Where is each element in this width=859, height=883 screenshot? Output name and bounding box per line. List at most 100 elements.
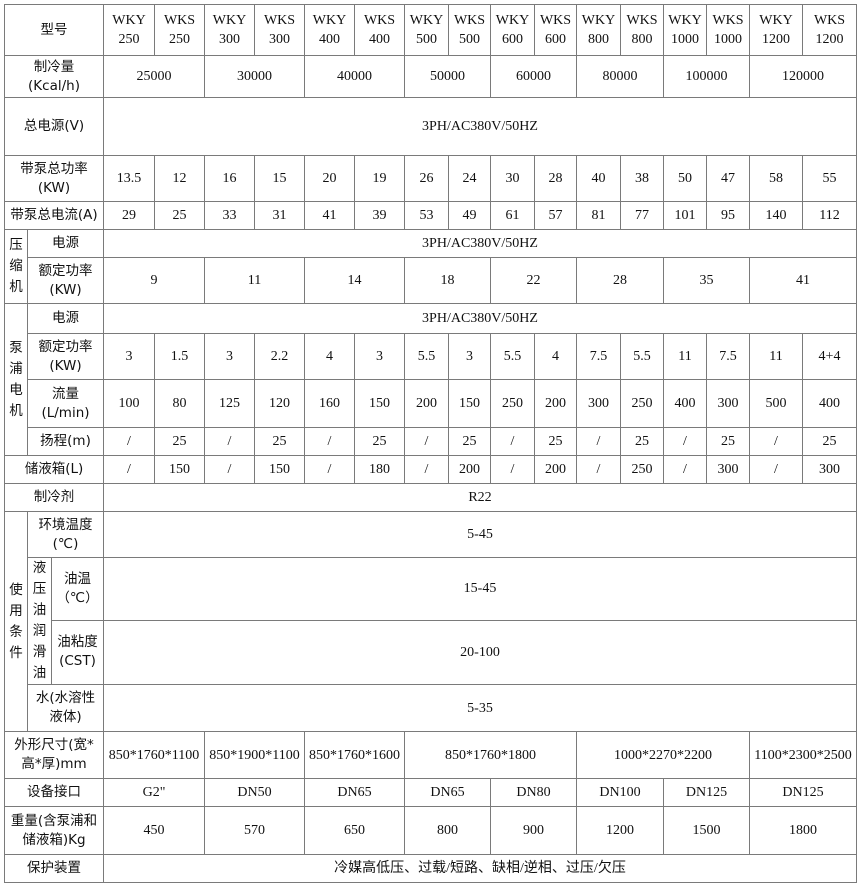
- pump-rated-power-value: 3: [103, 333, 155, 380]
- interface-label: 设备接口: [4, 778, 104, 807]
- weight-value: 650: [304, 806, 405, 855]
- total-current-value: 61: [490, 201, 535, 230]
- pump-power-supply-value: 3PH/AC380V/50HZ: [103, 303, 857, 334]
- total-power-value: 26: [404, 155, 449, 202]
- tank-value: /: [749, 455, 803, 484]
- model-header-cell: WKS 1200: [802, 4, 857, 56]
- head-value: /: [103, 427, 155, 456]
- compressor-power-supply-value: 3PH/AC380V/50HZ: [103, 229, 857, 258]
- pump-rated-power-label-line: (KW): [49, 357, 82, 374]
- total-power-value: 38: [620, 155, 664, 202]
- model-header-cell: WKY 600: [490, 4, 535, 56]
- flow-value: 160: [304, 379, 355, 428]
- dimensions-value: 850*1900*1100: [204, 731, 305, 779]
- model-size: 300: [269, 32, 290, 47]
- model-series: WKY: [668, 13, 702, 28]
- model-size: 600: [502, 32, 523, 47]
- head-value: /: [749, 427, 803, 456]
- pump-rated-power-value: 3: [448, 333, 491, 380]
- total-power-value: 24: [448, 155, 491, 202]
- refrigerant-label: 制冷剂: [4, 483, 104, 512]
- oil-viscosity-label-line: 油粘度: [57, 634, 98, 651]
- model-size: 400: [319, 32, 340, 47]
- flow-value: 400: [802, 379, 857, 428]
- table-row: 流量 (L/min) 100 80 125 120 160 150 200 150 250 200 30…: [5, 379, 857, 428]
- model-series: WKS: [712, 13, 744, 28]
- weight-value: 1200: [576, 806, 664, 855]
- total-current-value: 39: [354, 201, 405, 230]
- flow-label-line: (L/min): [41, 404, 90, 421]
- pump-rated-power-value: 5.5: [620, 333, 664, 380]
- water-temp-label: 水(水溶性 液体): [27, 684, 104, 732]
- protection-value: 冷媒高低压、过载/短路、缺相/逆相、过压/欠压: [103, 854, 857, 883]
- total-power-value: 30: [490, 155, 535, 202]
- dimensions-label-line: 外形尺寸(宽*: [14, 737, 94, 753]
- total-current-value: 57: [534, 201, 577, 230]
- total-current-value: 112: [802, 201, 857, 230]
- tank-value: 200: [534, 455, 577, 484]
- model-size: 600: [545, 32, 566, 47]
- total-power-value: 13.5: [103, 155, 155, 202]
- flow-label-line: 流量: [52, 385, 79, 402]
- hydraulic-oil-group-label: 液压油润滑油: [27, 557, 52, 685]
- tank-value: /: [204, 455, 255, 484]
- pump-rated-power-value: 4: [304, 333, 355, 380]
- model-series: WKS: [539, 13, 572, 28]
- model-series: WKY: [312, 13, 347, 28]
- table-row: 扬程(m)/25/25/25/25/25/25/25/25: [5, 427, 857, 456]
- table-row: 液压油润滑油 油温 （℃） 15-45: [5, 557, 857, 685]
- flow-value: 500: [749, 379, 803, 428]
- water-temp-value: 5-35: [103, 684, 857, 732]
- compressor-rated-power-value: 22: [490, 257, 577, 304]
- cooling-value: 80000: [576, 55, 664, 98]
- head-value: 25: [706, 427, 750, 456]
- main-power-value: 3PH/AC380V/50HZ: [103, 97, 857, 156]
- total-power-label: 带泵总功率 (KW): [4, 155, 104, 202]
- interface-value: DN65: [304, 778, 405, 807]
- compressor-rated-power-label-line: 额定功率: [38, 262, 93, 279]
- pump-motor-group-label: 泵浦电机: [4, 303, 28, 456]
- dimensions-value: 1000*2270*2200: [576, 731, 750, 779]
- head-value: 25: [802, 427, 857, 456]
- model-series: WKS: [363, 13, 396, 28]
- table-row: 制冷剂 R22: [4, 483, 857, 512]
- compressor-rated-power-value: 35: [663, 257, 750, 304]
- table-row: 水(水溶性 液体) 5-35: [5, 684, 857, 732]
- cooling-label: 制冷量 (Kcal/h): [4, 55, 104, 98]
- oil-viscosity-value: 20-100: [103, 619, 857, 686]
- model-header-cell: WKY 1200: [749, 4, 803, 56]
- compressor-rated-power-value: 11: [204, 257, 305, 304]
- compressor-rated-power-value: 18: [404, 257, 491, 304]
- cooling-label-line: (Kcal/h): [28, 77, 80, 94]
- head-value: /: [404, 427, 449, 456]
- model-series: WKS: [813, 13, 846, 28]
- weight-label-line: 重量(含泵浦和: [10, 812, 98, 829]
- flow-value: 150: [354, 379, 405, 428]
- tank-value: 300: [706, 455, 750, 484]
- interface-value: DN125: [749, 778, 857, 807]
- head-value: 25: [154, 427, 205, 456]
- ambient-temp-label-line: 环境温度: [38, 516, 93, 533]
- oil-temp-value: 15-45: [103, 557, 857, 621]
- weight-label: 重量(含泵浦和 储液箱)Kg: [4, 806, 104, 855]
- interface-value: G2": [103, 778, 205, 807]
- head-value: 25: [620, 427, 664, 456]
- flow-value: 100: [103, 379, 155, 428]
- spec-table: 型号 WKY 250 WKS 250 WKY 300 WKS 300 WKY 400 WKS 400 WK…: [4, 4, 857, 883]
- total-power-value: 47: [706, 155, 750, 202]
- model-series: WKY: [112, 13, 146, 28]
- model-header: 型号: [4, 4, 104, 56]
- pump-rated-power-value: 11: [749, 333, 803, 380]
- tank-value: 150: [254, 455, 305, 484]
- compressor-rated-power-label-line: (KW): [49, 281, 82, 298]
- model-header-cell: WKS 400: [354, 4, 405, 56]
- pump-rated-power-value: 7.5: [706, 333, 750, 380]
- model-series: WKY: [581, 13, 616, 28]
- model-size: 400: [369, 32, 390, 47]
- table-row: 制冷量 (Kcal/h) 25000 30000 40000 50000 60000 8000…: [4, 55, 857, 98]
- ambient-temp-label-line: (℃): [52, 535, 79, 552]
- flow-value: 200: [534, 379, 577, 428]
- head-value: 25: [448, 427, 491, 456]
- dimensions-label: 外形尺寸(宽* 高*厚)mm: [4, 731, 104, 779]
- ambient-temp-value: 5-45: [103, 511, 857, 558]
